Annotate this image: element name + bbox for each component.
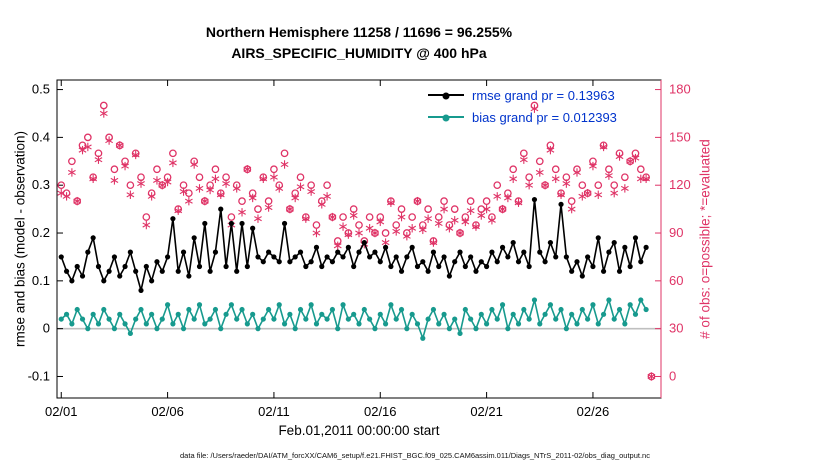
rmse-line-sample: [428, 92, 464, 100]
x-ticks: 02/01 02/06 02/11 02/16 02/21 02/26: [45, 80, 609, 419]
svg-text:02/11: 02/11: [258, 404, 290, 419]
chart-title-line2: AIRS_SPECIFIC_HUMIDITY @ 400 hPa: [231, 45, 487, 61]
legend-item-rmse: rmse grand pr = 0.13963: [428, 84, 617, 106]
svg-text:02/21: 02/21: [470, 404, 503, 419]
obs-possible-series: [57, 101, 656, 381]
right-ticks: 0 30 60 90 120 150 180: [655, 82, 691, 383]
plot-box: [56, 79, 662, 399]
svg-text:60: 60: [669, 273, 683, 288]
legend-item-bias: bias grand pr = 0.012393: [428, 106, 617, 128]
svg-text:02/26: 02/26: [577, 404, 610, 419]
bias-series: [58, 297, 649, 341]
svg-text:120: 120: [669, 177, 691, 192]
svg-text:0.3: 0.3: [32, 177, 50, 192]
svg-text:-0.1: -0.1: [28, 368, 50, 383]
obs-evaluated-series: [57, 104, 656, 381]
left-ticks: -0.1 0 0.1 0.2 0.3 0.4 0.5: [28, 82, 63, 383]
chart-title: Northern Hemisphere 11258 / 11696 = 96.2…: [57, 22, 661, 64]
svg-text:30: 30: [669, 321, 683, 336]
svg-text:02/16: 02/16: [364, 404, 397, 419]
x-axis-label: Feb.01,2011 00:00:00 start: [278, 423, 440, 438]
legend: rmse grand pr = 0.13963 bias grand pr = …: [428, 84, 617, 128]
data-file-caption: data file: /Users/raeder/DAI/ATM_forcXX/…: [180, 451, 650, 460]
svg-text:02/01: 02/01: [45, 404, 78, 419]
legend-rmse-label: rmse grand pr = 0.13963: [472, 87, 615, 103]
svg-text:0.2: 0.2: [32, 225, 50, 240]
chart-title-line1: Northern Hemisphere 11258 / 11696 = 96.2…: [205, 24, 513, 40]
svg-text:02/06: 02/06: [151, 404, 184, 419]
svg-text:150: 150: [669, 129, 691, 144]
legend-bias-label: bias grand pr = 0.012393: [472, 109, 617, 125]
svg-text:0.5: 0.5: [32, 82, 50, 97]
svg-text:0.1: 0.1: [32, 273, 50, 288]
svg-text:0: 0: [43, 321, 50, 336]
bias-line-sample: [428, 114, 464, 122]
svg-text:180: 180: [669, 82, 691, 97]
svg-text:0: 0: [669, 368, 676, 383]
rmse-marker-icon: [442, 92, 450, 100]
bias-marker-icon: [442, 114, 450, 122]
rmse-series: [58, 196, 649, 294]
svg-text:90: 90: [669, 225, 683, 240]
svg-text:0.4: 0.4: [32, 129, 50, 144]
right-axis-label: # of obs: o=possible; *=evaluated: [697, 139, 713, 339]
left-axis-label: rmse and bias (model - observation): [12, 130, 28, 348]
